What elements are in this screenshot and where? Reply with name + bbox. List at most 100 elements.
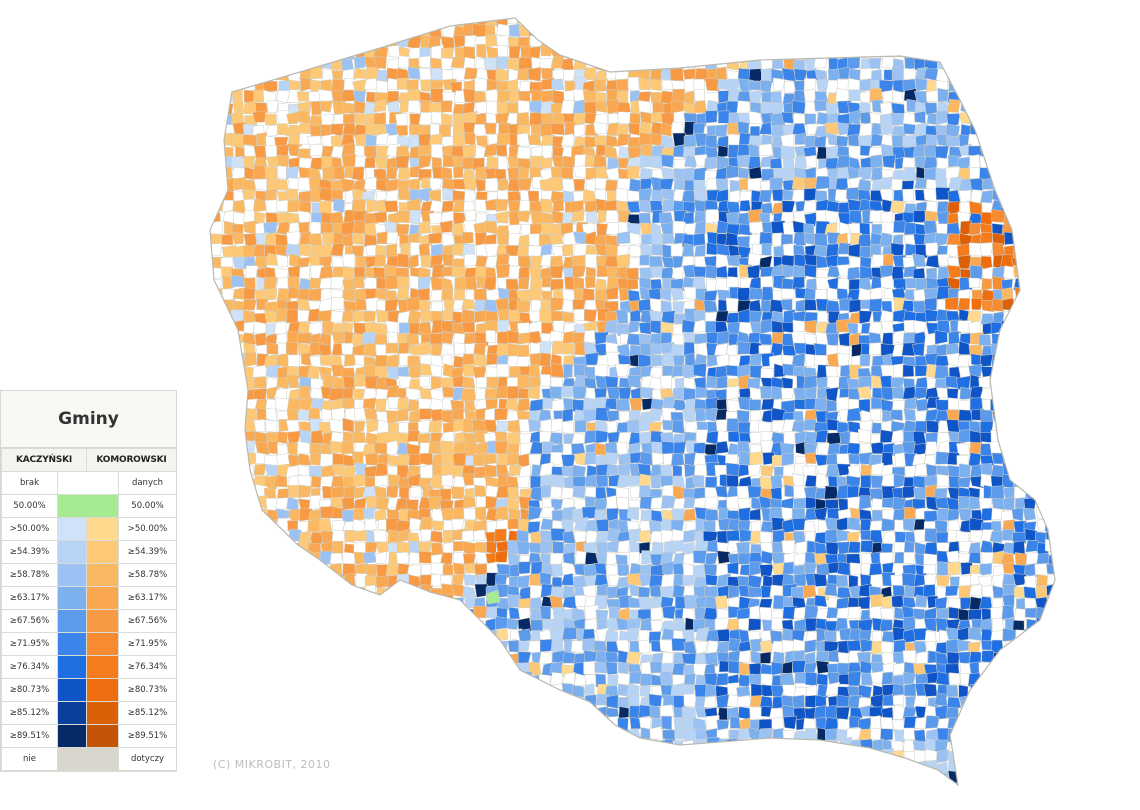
municipality-cell bbox=[672, 144, 685, 158]
municipality-cell bbox=[1036, 442, 1049, 457]
municipality-cell bbox=[296, 705, 309, 719]
municipality-cell bbox=[253, 145, 267, 161]
municipality-cell bbox=[322, 374, 334, 388]
municipality-cell bbox=[1043, 198, 1055, 213]
municipality-cell bbox=[1034, 124, 1047, 137]
municipality-cell bbox=[913, 320, 928, 335]
municipality-cell bbox=[749, 125, 761, 137]
municipality-cell bbox=[595, 518, 610, 532]
municipality-cell bbox=[1003, 421, 1017, 434]
municipality-cell bbox=[1056, 60, 1070, 72]
municipality-cell bbox=[354, 529, 367, 542]
municipality-cell bbox=[407, 430, 420, 442]
municipality-cell bbox=[243, 684, 255, 699]
municipality-cell bbox=[825, 463, 840, 478]
municipality-cell bbox=[210, 344, 212, 358]
municipality-cell bbox=[243, 541, 258, 556]
municipality-cell bbox=[210, 441, 223, 456]
municipality-cell bbox=[309, 532, 323, 545]
municipality-cell bbox=[857, 167, 873, 181]
municipality-cell bbox=[804, 212, 818, 227]
municipality-cell bbox=[220, 583, 234, 598]
municipality-cell bbox=[265, 407, 278, 422]
municipality-cell bbox=[219, 67, 234, 82]
municipality-cell bbox=[902, 332, 916, 345]
municipality-cell bbox=[428, 662, 444, 675]
municipality-cell bbox=[361, 37, 377, 50]
municipality-cell bbox=[838, 332, 851, 347]
municipality-cell bbox=[516, 356, 530, 368]
municipality-cell bbox=[210, 396, 214, 411]
municipality-cell bbox=[737, 552, 751, 565]
municipality-cell bbox=[990, 672, 1004, 688]
municipality-cell bbox=[373, 99, 387, 113]
municipality-cell bbox=[836, 154, 851, 169]
municipality-cell bbox=[970, 683, 983, 698]
municipality-cell bbox=[804, 639, 817, 654]
municipality-cell bbox=[813, 573, 828, 587]
municipality-cell bbox=[1036, 111, 1049, 125]
municipality-cell bbox=[683, 640, 697, 655]
municipality-cell bbox=[287, 330, 298, 344]
municipality-cell bbox=[804, 409, 818, 421]
municipality-cell bbox=[332, 452, 345, 466]
municipality-cell bbox=[496, 23, 510, 37]
municipality-cell bbox=[638, 597, 652, 611]
municipality-cell bbox=[991, 374, 1005, 389]
municipality-cell bbox=[639, 132, 653, 146]
municipality-cell bbox=[496, 80, 510, 91]
municipality-cell bbox=[494, 407, 508, 421]
municipality-cell bbox=[276, 34, 290, 48]
municipality-cell bbox=[242, 44, 256, 58]
municipality-cell bbox=[296, 91, 311, 102]
municipality-cell bbox=[385, 595, 400, 608]
municipality-cell bbox=[859, 18, 874, 28]
municipality-cell bbox=[1057, 642, 1070, 653]
municipality-cell bbox=[871, 223, 883, 237]
municipality-cell bbox=[440, 166, 453, 180]
municipality-cell bbox=[243, 100, 257, 115]
municipality-cell bbox=[1057, 147, 1069, 160]
municipality-cell bbox=[893, 18, 907, 29]
municipality-cell bbox=[486, 685, 500, 698]
municipality-cell bbox=[869, 605, 883, 620]
municipality-cell bbox=[1024, 275, 1040, 290]
municipality-cell bbox=[902, 485, 916, 499]
municipality-cell bbox=[395, 407, 409, 422]
municipality-cell bbox=[420, 627, 434, 642]
municipality-cell bbox=[420, 564, 433, 575]
municipality-cell bbox=[419, 341, 433, 356]
municipality-cell bbox=[725, 232, 739, 246]
municipality-cell bbox=[606, 540, 620, 553]
municipality-cell bbox=[307, 599, 322, 612]
municipality-cell bbox=[759, 231, 773, 247]
municipality-cell bbox=[958, 189, 972, 204]
municipality-cell bbox=[330, 704, 344, 719]
municipality-cell bbox=[517, 332, 532, 345]
municipality-cell bbox=[385, 178, 400, 192]
municipality-cell bbox=[331, 25, 344, 38]
municipality-cell bbox=[373, 442, 388, 455]
municipality-cell bbox=[231, 595, 246, 608]
municipality-cell bbox=[782, 26, 796, 40]
municipality-cell bbox=[353, 18, 366, 26]
municipality-cell bbox=[882, 531, 897, 545]
municipality-cell bbox=[615, 188, 629, 202]
municipality-cell bbox=[860, 475, 872, 489]
municipality-cell bbox=[1002, 662, 1015, 674]
municipality-cell bbox=[956, 25, 970, 39]
municipality-cell bbox=[484, 233, 497, 246]
municipality-cell bbox=[1044, 363, 1055, 376]
municipality-cell bbox=[233, 99, 244, 113]
municipality-cell bbox=[495, 628, 509, 642]
municipality-cell bbox=[254, 618, 268, 633]
municipality-cell bbox=[562, 595, 577, 610]
municipality-cell bbox=[879, 264, 894, 278]
municipality-cell bbox=[265, 166, 278, 180]
municipality-cell bbox=[353, 629, 367, 642]
municipality-cell bbox=[771, 551, 786, 564]
municipality-cell bbox=[593, 113, 609, 126]
municipality-cell bbox=[747, 252, 762, 266]
municipality-cell bbox=[266, 18, 278, 27]
municipality-cell bbox=[780, 145, 796, 159]
